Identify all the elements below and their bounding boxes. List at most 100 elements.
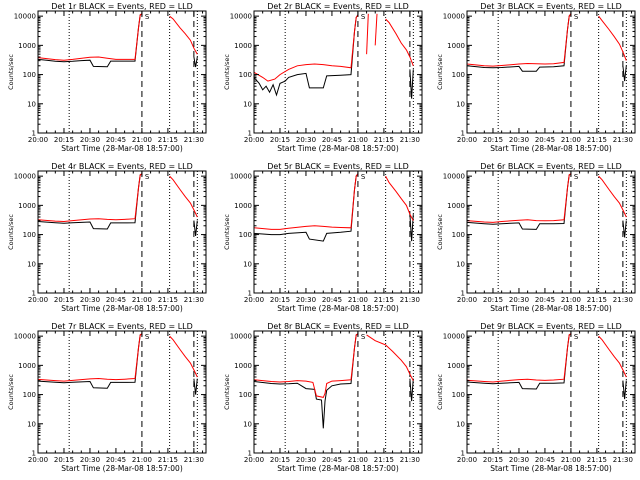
annotation-label: S [574,333,579,341]
x-axis-label: Start Time (28-Mar-08 18:57:00) [490,304,612,313]
y-axis-label: Counts/sec [223,54,231,90]
annotation-label: S [145,13,150,21]
y-tick-label: 100 [23,231,36,239]
lld-series-line [38,13,143,61]
x-tick-label: 20:00 [457,296,477,304]
lld-series-line [38,173,143,223]
x-tick-label: 21:15 [374,456,394,464]
events-series-line [38,13,143,68]
y-tick-label: 1000 [18,362,36,370]
x-tick-label: 21:00 [132,296,152,304]
y-axis-label: Counts/sec [7,214,15,250]
panel-frame [253,170,423,294]
events-series-line [467,173,572,230]
x-axis-label: Start Time (28-Mar-08 18:57:00) [277,304,399,313]
y-tick-label: 100 [452,391,465,399]
y-tick-label: 1000 [234,202,252,210]
x-axis-label: Start Time (28-Mar-08 18:57:00) [61,144,183,153]
y-tick-label: 100 [239,231,252,239]
annotation-label: S [574,173,579,181]
y-tick-label: 10000 [230,333,252,341]
lld-series-line [467,13,572,67]
x-axis-label: Start Time (28-Mar-08 18:57:00) [61,464,183,473]
x-tick-label: 20:30 [296,456,316,464]
y-tick-label: 1 [248,130,252,138]
x-tick-label: 20:30 [509,136,529,144]
x-tick-label: 20:45 [106,296,126,304]
x-tick-label: 21:15 [587,456,607,464]
x-tick-label: 21:15 [158,136,178,144]
annotation-label: S [361,333,366,341]
x-tick-label: 20:15 [483,136,503,144]
x-tick-label: 20:15 [54,296,74,304]
y-tick-label: 100 [23,71,36,79]
lld-series-line [385,18,414,66]
x-tick-label: 21:00 [348,296,368,304]
panel-title: Det 1r BLACK = Events, RED = LLD [51,2,193,11]
y-tick-label: 10000 [230,173,252,181]
panel-det-2: Det 2r BLACK = Events, RED = LLD S 1 10 100 1… [223,2,423,153]
events-series-line [193,378,198,395]
x-tick-label: 21:30 [400,296,420,304]
x-tick-label: 21:30 [613,296,633,304]
x-tick-label: 21:15 [587,136,607,144]
x-tick-label: 20:30 [80,456,100,464]
x-tick-label: 21:30 [184,456,204,464]
panel-frame [466,10,636,134]
annotation-label: S [361,13,366,21]
lld-series-line [598,335,627,378]
x-tick-label: 21:30 [400,136,420,144]
panel-title: Det 7r BLACK = Events, RED = LLD [51,322,193,331]
lld-series-line [254,173,359,230]
y-tick-label: 100 [452,231,465,239]
y-tick-label: 1000 [447,362,465,370]
y-axis-label: Counts/sec [223,214,231,250]
panel-title: Det 4r BLACK = Events, RED = LLD [51,162,193,171]
x-axis-label: Start Time (28-Mar-08 18:57:00) [490,464,612,473]
annotation-label: S [145,333,150,341]
panel-title: Det 3r BLACK = Events, RED = LLD [480,2,622,11]
panel-frame [37,330,207,454]
x-axis-label: Start Time (28-Mar-08 18:57:00) [490,144,612,153]
y-tick-label: 100 [452,71,465,79]
y-tick-label: 100 [239,391,252,399]
panel-frame [253,330,423,454]
y-tick-label: 10 [456,260,465,268]
lld-series-line [254,333,359,398]
y-tick-label: 10000 [230,13,252,21]
y-axis-label: Counts/sec [436,374,444,410]
x-tick-label: 21:15 [374,136,394,144]
y-tick-label: 1 [32,450,36,458]
panel-det-5: Det 5r BLACK = Events, RED = LLD S 1 10 100 1… [223,162,423,313]
y-tick-label: 1 [32,130,36,138]
lld-series-line [169,335,198,378]
y-tick-label: 1000 [18,42,36,50]
panel-title: Det 2r BLACK = Events, RED = LLD [267,2,409,11]
y-tick-label: 10 [27,260,36,268]
events-series-line [622,65,627,82]
y-tick-label: 10 [27,100,36,108]
y-tick-label: 10 [243,100,252,108]
lld-series-line [467,333,572,383]
x-tick-label: 21:15 [158,296,178,304]
x-tick-label: 20:30 [509,456,529,464]
y-tick-label: 100 [23,391,36,399]
panel-frame [37,10,207,134]
lld-series-line [467,173,572,223]
x-tick-label: 21:30 [613,136,633,144]
x-tick-label: 21:00 [132,456,152,464]
y-tick-label: 1000 [447,42,465,50]
panel-frame [466,170,636,294]
events-series-line [409,378,414,402]
x-tick-label: 20:00 [28,296,48,304]
x-tick-label: 20:15 [270,296,290,304]
y-tick-label: 10 [456,420,465,428]
x-tick-label: 20:45 [535,456,555,464]
y-tick-label: 1 [248,290,252,298]
y-axis-label: Counts/sec [7,54,15,90]
y-tick-label: 1000 [447,202,465,210]
y-tick-label: 10000 [14,173,36,181]
x-tick-label: 20:00 [28,136,48,144]
events-series-line [193,56,198,68]
